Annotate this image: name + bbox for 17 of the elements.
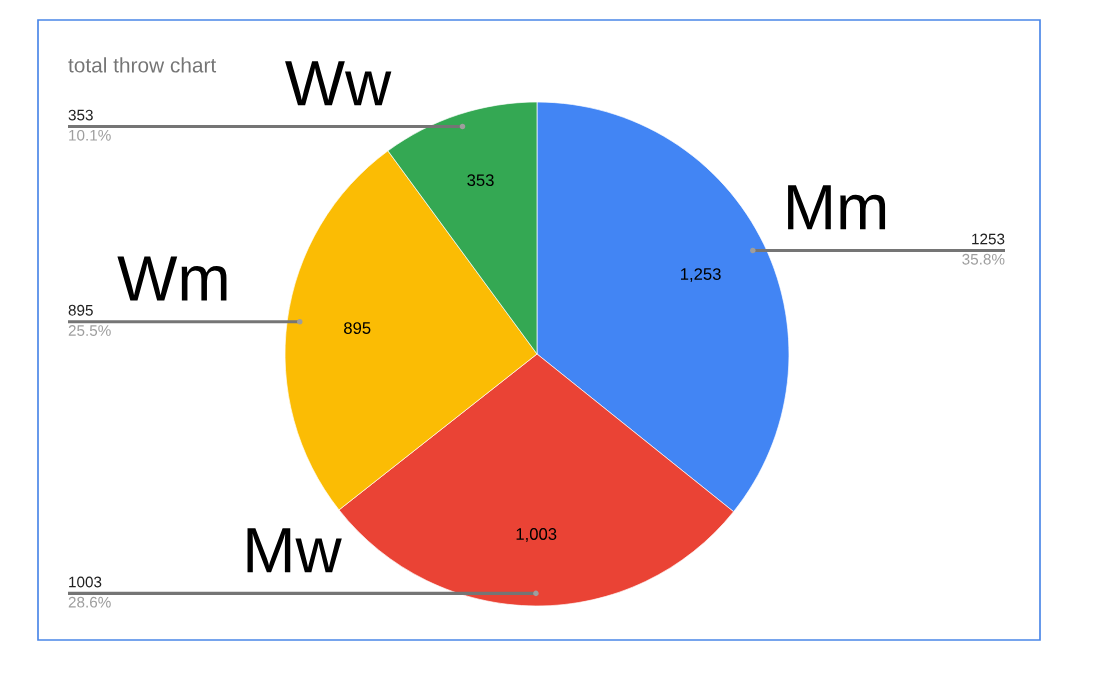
text: 25.5% (68, 325, 111, 336)
data-label: 1,003 (516, 528, 557, 542)
slice-label: Ww (285, 61, 392, 106)
text: 35.8% (962, 253, 1005, 265)
data-label: 895 (344, 322, 371, 334)
text: 353 (68, 109, 93, 121)
text: 1253 (972, 233, 1005, 245)
slice-label: Mm (788, 185, 886, 230)
slice-label: Wm (117, 256, 227, 301)
data-label: 353 (467, 174, 494, 187)
chart-title: total throw chart (68, 57, 217, 73)
slice-label: Mw (247, 528, 342, 573)
text: 10.1% (69, 129, 111, 141)
data-label: 1,253 (681, 268, 721, 282)
text: 1003 (69, 576, 102, 588)
text: 28.6% (68, 596, 111, 608)
text: 895 (68, 304, 93, 316)
